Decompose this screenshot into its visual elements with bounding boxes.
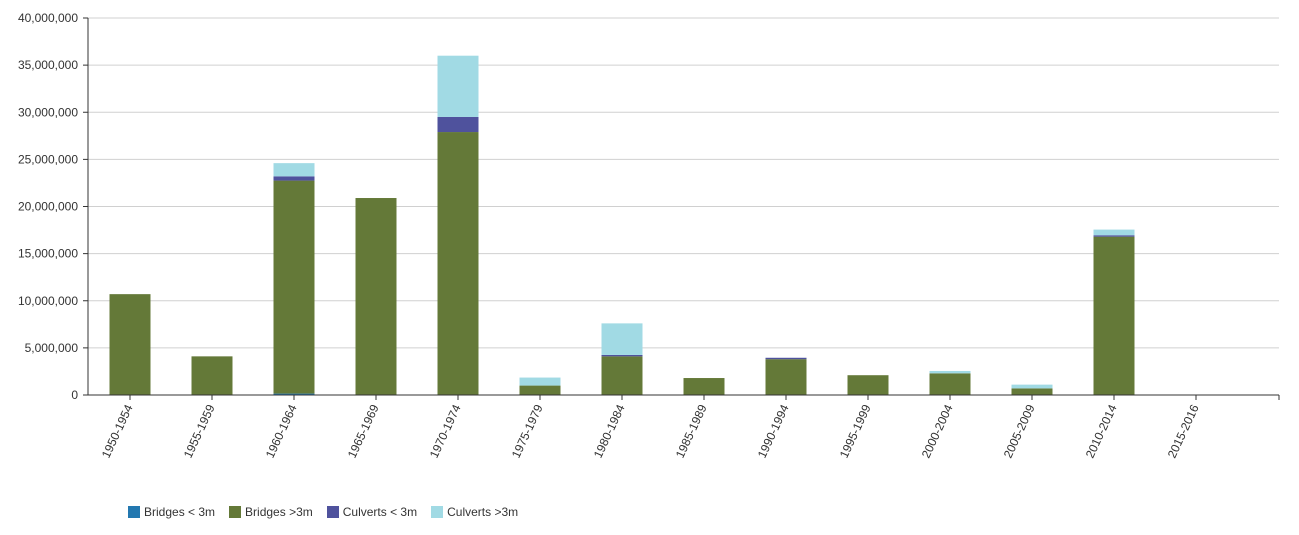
legend-item[interactable]: Culverts < 3m <box>326 505 418 519</box>
bar-segment <box>1011 388 1053 395</box>
bar-segment <box>437 132 479 396</box>
bar-segment <box>437 116 479 133</box>
x-tick-label: 1995-1999 <box>837 402 874 460</box>
bar-segment <box>355 198 397 395</box>
bar-segment <box>601 356 643 395</box>
legend-item[interactable]: Bridges < 3m <box>128 505 215 519</box>
y-tick-label: 15,000,000 <box>18 247 78 261</box>
y-tick-label: 40,000,000 <box>18 11 78 25</box>
legend-label: Bridges < 3m <box>144 505 216 519</box>
x-tick-label: 1970-1974 <box>427 402 464 460</box>
x-tick-label: 1960-1964 <box>263 402 300 460</box>
bar-segment <box>109 294 151 395</box>
bar-segment <box>765 359 807 395</box>
y-tick-labels: 0 5,000,000 10,000,000 15,000,000 20,000,000… <box>18 11 78 402</box>
bar-segment <box>273 163 315 177</box>
y-tick-label: 35,000,000 <box>18 58 78 72</box>
y-tick-label: 30,000,000 <box>18 105 78 119</box>
bars <box>109 55 1135 396</box>
bar-segment <box>273 176 315 181</box>
y-tick-label: 25,000,000 <box>18 152 78 166</box>
legend-item[interactable]: Bridges >3m <box>229 505 313 519</box>
bar-segment <box>929 373 971 395</box>
bar-segment <box>683 378 725 395</box>
bar-segment <box>273 180 315 394</box>
bar-segment <box>929 370 971 374</box>
bar-segment <box>437 55 479 117</box>
bar-segment <box>1093 235 1135 237</box>
bar-segment <box>765 357 807 360</box>
bar-segment <box>273 393 315 395</box>
bar-segment <box>601 323 643 355</box>
legend-label: Culverts >3m <box>447 505 519 519</box>
x-tick-label: 1950-1954 <box>99 402 136 460</box>
legend-label: Bridges >3m <box>245 505 313 519</box>
y-tick-label: 20,000,000 <box>18 200 78 214</box>
axes <box>87 18 1280 400</box>
x-tick-label: 1990-1994 <box>755 402 792 460</box>
legend-swatch <box>128 506 140 518</box>
bar-segment <box>1093 229 1135 236</box>
bar-segment <box>519 377 561 386</box>
bar-segment <box>191 356 233 395</box>
legend-swatch <box>431 506 444 518</box>
x-tick-label: 1965-1969 <box>345 402 382 460</box>
x-tick-label: 1955-1959 <box>181 402 218 460</box>
bar-segment <box>1093 236 1135 395</box>
y-tick-label: 10,000,000 <box>18 294 78 308</box>
x-tick-label: 1985-1989 <box>673 402 710 460</box>
x-tick-label: 2015-2016 <box>1165 402 1202 460</box>
legend: Bridges < 3m Bridges >3m Culverts < 3m Culv… <box>128 505 532 519</box>
bar-segment <box>519 385 561 395</box>
x-tick-label: 1975-1979 <box>509 402 546 460</box>
x-tick-label: 2010-2014 <box>1083 402 1120 460</box>
y-tick-label: 0 <box>71 388 78 402</box>
bar-segment <box>1011 384 1053 389</box>
legend-swatch <box>229 506 242 518</box>
stacked-bar-chart: 0 5,000,000 10,000,000 15,000,000 20,000,000… <box>18 11 1280 460</box>
bar-segment <box>601 354 643 357</box>
x-tick-label: 1980-1984 <box>591 402 628 460</box>
y-tick-label: 5,000,000 <box>25 341 79 355</box>
legend-label: Culverts < 3m <box>342 505 418 519</box>
x-tick-labels: 1950-1954 1955-1959 1960-1964 1965-1969 1970… <box>99 402 1202 460</box>
x-tick-label: 2005-2009 <box>1001 402 1038 460</box>
legend-item[interactable]: Culverts >3m <box>431 505 518 519</box>
bar-segment <box>847 375 889 395</box>
x-tick-label: 2000-2004 <box>919 402 956 460</box>
legend-swatch <box>326 506 339 518</box>
